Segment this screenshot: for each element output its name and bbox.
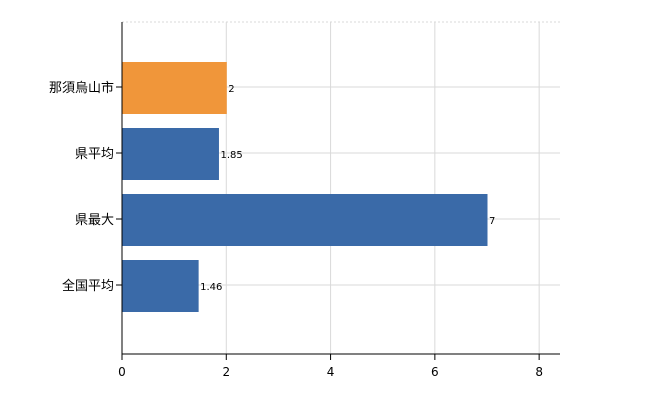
x-tick-label-2: 4 [327,365,335,379]
x-tick-label-4: 8 [535,365,543,379]
axes [116,22,560,360]
bar-1 [122,128,219,180]
bar-3 [122,260,199,312]
y-category-label-3: 全国平均 [62,278,114,294]
bar-2 [122,194,488,246]
bar-0 [122,62,227,114]
data-label-3: 1.46 [200,282,222,293]
x-tick-label-0: 0 [118,365,126,379]
x-tick-label-1: 2 [222,365,230,379]
data-label-0: 2 [228,84,234,95]
y-category-label-0: 那須烏山市 [49,80,114,96]
y-category-label-2: 県最大 [75,213,114,228]
gridlines [122,21,560,354]
bars [122,62,488,312]
y-category-label-1: 県平均 [75,147,114,162]
data-label-2: 7 [489,216,495,227]
data-label-1: 1.85 [220,150,242,161]
x-tick-label-3: 6 [431,365,439,379]
